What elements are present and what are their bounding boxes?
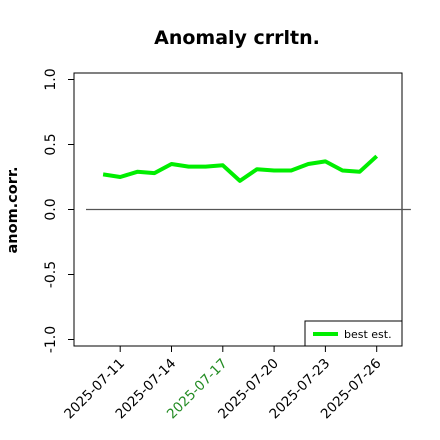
series-group [102, 154, 379, 183]
y-tick-label: 0.5 [43, 133, 59, 155]
y-tick-label: 0.0 [43, 198, 59, 220]
y-tick-label: -1.0 [43, 326, 59, 353]
y-tick-label: 1.0 [43, 68, 59, 90]
x-axis: 2025-07-112025-07-142025-07-172025-07-20… [61, 346, 385, 422]
y-axis-label: anom.corr. [5, 167, 21, 254]
y-axis: -1.0 -0.5 0.0 0.5 1.0 [43, 68, 74, 353]
legend-label-best-est: best est. [344, 328, 392, 341]
legend: best est. [304, 320, 403, 347]
chart-title: Anomaly crrltn. [154, 27, 320, 49]
y-tick-label: -0.5 [43, 261, 59, 288]
series-line-best-est [102, 154, 379, 183]
